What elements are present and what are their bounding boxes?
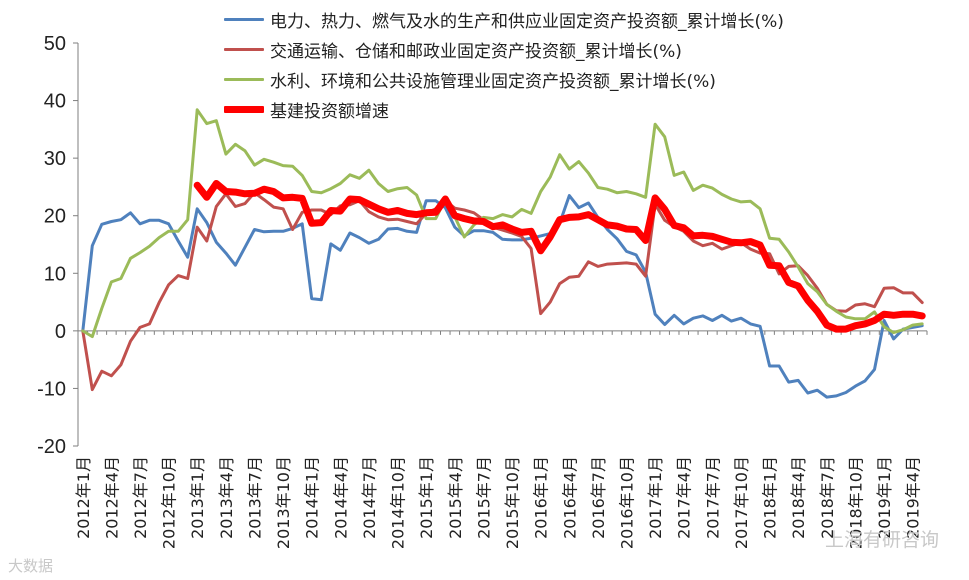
x-tick-label: 2018年1月 (761, 456, 780, 539)
y-tick-label: -20 (37, 436, 66, 458)
legend-item-power: 电力、热力、燃气及水的生产和供应业固定资产投资额_累计增长(%) (224, 4, 784, 34)
x-tick-label: 2015年7月 (474, 456, 493, 539)
series-line-power (81, 194, 924, 399)
x-tick-label: 2019年1月 (875, 456, 894, 539)
x-tick-label: 2013年10月 (274, 456, 293, 549)
watermark-corner: 大数据 (8, 557, 54, 575)
x-tick-label: 2019年4月 (904, 456, 923, 539)
series-line-infrastructure (193, 180, 926, 333)
x-tick-label: 2017年4月 (675, 456, 694, 539)
x-tick-label: 2015年1月 (417, 456, 436, 539)
legend-label-infrastructure: 基建投资额增速 (270, 101, 389, 122)
legend-item-transport: 交通运输、仓储和邮政业固定资产投资额_累计增长(%) (224, 34, 784, 64)
legend-swatch-power (224, 17, 264, 21)
x-tick-label: 2014年1月 (303, 456, 322, 539)
x-tick-label: 2016年10月 (618, 456, 637, 549)
y-tick-label: 50 (44, 33, 66, 55)
x-tick-label: 2012年7月 (131, 456, 150, 539)
x-tick-label: 2016年1月 (532, 456, 551, 539)
legend-swatch-water (224, 77, 264, 81)
watermark-wechat: 上海有研咨询 (824, 529, 939, 551)
x-tick-label: 2013年1月 (188, 456, 207, 539)
x-tick-label: 2013年7月 (245, 456, 264, 539)
legend-label-water: 水利、环境和公共设施管理业固定资产投资额_累计增长(%) (270, 71, 716, 92)
x-tick-label: 2012年4月 (102, 456, 121, 539)
y-tick-label: 40 (44, 91, 66, 113)
legend-item-infrastructure: 基建投资额增速 (224, 94, 784, 124)
x-tick-label: 2016年4月 (560, 456, 579, 539)
legend-label-transport: 交通运输、仓储和邮政业固定资产投资额_累计增长(%) (270, 41, 682, 62)
legend-swatch-transport (224, 47, 264, 51)
x-tick-label: 2017年1月 (646, 456, 665, 539)
legend-item-water: 水利、环境和公共设施管理业固定资产投资额_累计增长(%) (224, 64, 784, 94)
series-line-water (81, 108, 924, 339)
x-tick-label: 2018年4月 (789, 456, 808, 539)
y-tick-label: 20 (44, 206, 66, 228)
x-tick-label: 2014年7月 (360, 456, 379, 539)
x-tick-label: 2012年10月 (160, 456, 179, 549)
y-tick-label: 30 (44, 148, 66, 170)
x-tick-label: 2012年1月 (74, 456, 93, 539)
x-tick-label: 2015年4月 (446, 456, 465, 539)
x-tick-label: 2015年10月 (503, 456, 522, 549)
y-tick-label: 10 (44, 263, 66, 285)
x-tick-label: 2016年7月 (589, 456, 608, 539)
y-tick-label: -10 (37, 378, 66, 400)
legend-label-power: 电力、热力、燃气及水的生产和供应业固定资产投资额_累计增长(%) (270, 11, 784, 32)
legend-swatch-infrastructure (224, 105, 264, 113)
y-tick-label: 0 (55, 321, 66, 343)
x-tick-label: 2014年10月 (389, 456, 408, 549)
x-tick-label: 2014年4月 (331, 456, 350, 539)
x-tick-label: 2017年10月 (732, 456, 751, 549)
y-axis-tick-labels: -20 -10 0 10 20 30 40 50 (37, 33, 66, 458)
x-tick-label: 2017年7月 (703, 456, 722, 539)
axes (73, 42, 928, 447)
legend: 电力、热力、燃气及水的生产和供应业固定资产投资额_累计增长(%) 交通运输、仓储… (224, 4, 784, 124)
x-tick-label: 2013年4月 (217, 456, 236, 539)
series-lines (81, 108, 926, 399)
x-tick-label: 2018年7月 (818, 456, 837, 539)
x-axis-tick-labels: 2012年1月 2012年4月 2012年7月 2012年10月 2013年1月 2013… (74, 456, 923, 549)
x-tick-label: 2018年10月 (846, 456, 865, 549)
